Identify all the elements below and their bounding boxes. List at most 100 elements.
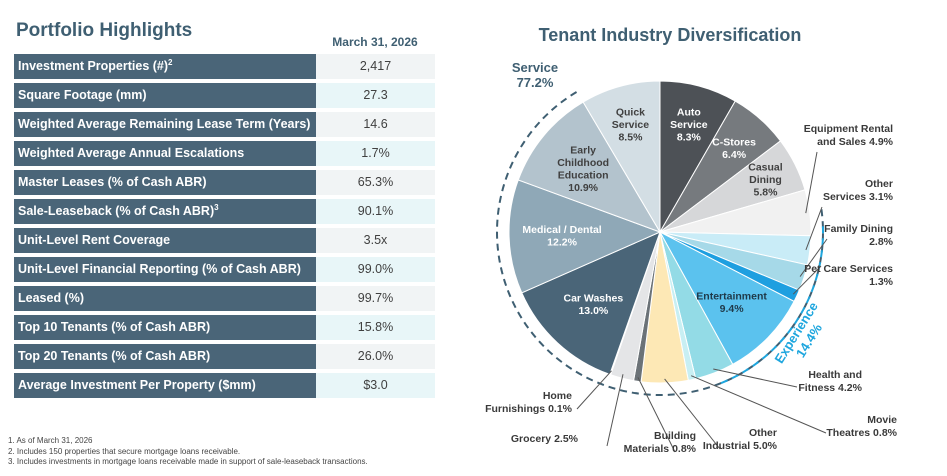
slice-label-line: Quick [616, 106, 645, 118]
footnotes: 1. As of March 31, 2026 2. Includes 150 … [8, 436, 368, 468]
row-value: 15.8% [316, 315, 435, 340]
slice-label-line: Car Washes [564, 293, 624, 305]
row-value: 2,417 [316, 54, 435, 79]
portfolio-table: Investment Properties (#)2 2,417 Square Fo… [14, 54, 435, 402]
leader-line [805, 151, 818, 214]
row-value: $3.0 [316, 373, 435, 398]
slice-label-line: 8.3% [677, 131, 702, 143]
table-row: Average Investment Per Property ($mm) $3.… [14, 373, 435, 398]
row-label-text: Sale-Leaseback (% of Cash ABR) [18, 204, 215, 218]
slice-label: Car Washes 13.0% [564, 293, 624, 318]
leader-line [792, 265, 822, 295]
outside-slice-label-line: Home [543, 390, 572, 402]
row-label-text: Weighted Average Remaining Lease Term (Y… [18, 117, 311, 131]
portfolio-title: Portfolio Highlights [16, 20, 193, 41]
row-value: 27.3 [316, 83, 435, 108]
outside-slice-label: Health and Fitness 4.2% [798, 369, 862, 394]
leader-line [637, 377, 676, 453]
pie-slice [658, 230, 795, 366]
row-label-text: Investment Properties (#) [18, 59, 169, 73]
row-label-text: Unit-Level Financial Reporting (% of Cas… [18, 262, 301, 276]
slice-label-line: 6.4% [722, 149, 747, 161]
slice-label-line: Education [558, 169, 609, 181]
slice-label-line: Dining [749, 174, 782, 186]
row-value: 1.7% [316, 141, 435, 166]
outside-slice-label: Home Furnishings 0.1% [485, 390, 573, 415]
outside-slice-label: Grocery 2.5% [511, 433, 579, 445]
outside-slice-label-line: and Sales 4.9% [817, 136, 894, 148]
slice-label-line: 13.0% [578, 305, 608, 317]
row-label: Weighted Average Remaining Lease Term (Y… [14, 112, 318, 137]
row-value: 90.1% [316, 199, 435, 224]
slice-label: Quick Service 8.5% [612, 106, 650, 143]
pie-slice [521, 231, 661, 376]
service-group-ring [496, 89, 824, 396]
chart-title: Tenant Industry Diversification [538, 25, 802, 45]
pie-slice [582, 80, 661, 234]
row-label-text: Master Leases (% of Cash ABR) [18, 175, 207, 189]
slice-label-line: Early [570, 144, 596, 156]
table-row: Leased (%) 99.7% [14, 286, 435, 311]
row-label-text: Unit-Level Rent Coverage [18, 233, 171, 247]
outside-slice-label-line: Equipment Rental [804, 123, 893, 135]
slice-label-line: Childhood [557, 157, 609, 169]
outside-slice-label-line: Materials 0.8% [624, 443, 697, 455]
leader-line [713, 368, 798, 388]
row-value: 26.0% [316, 344, 435, 369]
footnote: 3. Includes investments in mortgage loan… [8, 457, 368, 466]
table-row: Top 10 Tenants (% of Cash ABR) 15.8% [14, 315, 435, 340]
footnote-marker: 2 [168, 57, 173, 67]
slice-label-line: 5.8% [754, 187, 779, 199]
slice-label-line: Medical / Dental [522, 224, 601, 236]
row-label: Square Footage (mm) [14, 83, 318, 108]
row-label: Master Leases (% of Cash ABR) [14, 170, 318, 195]
outside-slice-label-line: Other [749, 427, 777, 439]
service-group-label-line: 77.2% [517, 75, 554, 90]
outside-slice-label: Movie Theatres 0.8% [826, 414, 897, 439]
leader-line [799, 238, 828, 277]
leader-line [690, 375, 827, 434]
table-row: Weighted Average Remaining Lease Term (Y… [14, 112, 435, 137]
pie-slice [508, 179, 662, 294]
slice-label: Early Childhood Education 10.9% [557, 144, 609, 194]
row-value: 65.3% [316, 170, 435, 195]
leader-line [664, 378, 721, 450]
outside-slice-label-line: Other [865, 178, 893, 190]
slice-label: Auto Service 8.3% [670, 106, 708, 143]
outside-slice-label-line: Fitness 4.2% [798, 382, 862, 394]
service-group-label-line: Service [512, 60, 558, 75]
table-row: Weighted Average Annual Escalations 1.7% [14, 141, 435, 166]
slice-label: Medical / Dental 12.2% [522, 224, 601, 249]
slice-label: Casual Dining 5.8% [748, 162, 783, 199]
outside-slice-label-line: Furnishings 0.1% [485, 403, 573, 415]
row-label-text: Weighted Average Annual Escalations [18, 146, 245, 160]
slice-label-line: Service [612, 119, 650, 131]
slice-label-line: Entertainment [696, 291, 767, 303]
table-row: Master Leases (% of Cash ABR) 65.3% [14, 170, 435, 195]
outside-slice-label: Building Materials 0.8% [624, 430, 697, 455]
footnote: 1. As of March 31, 2026 [8, 436, 93, 445]
slice-label-line: 8.5% [618, 131, 643, 143]
leader-line [576, 370, 612, 410]
slice-label: C-Stores 6.4% [712, 137, 756, 162]
outside-slice-label: Equipment Rental and Sales 4.9% [804, 123, 894, 148]
row-value: 99.7% [316, 286, 435, 311]
outside-slice-label-line: Health and [808, 369, 862, 381]
leader-line [805, 206, 823, 251]
outside-slice-label-line: Movie [867, 414, 897, 426]
outside-slice-label-line: Industrial 5.0% [703, 440, 778, 452]
row-label-text: Square Footage (mm) [18, 88, 147, 102]
row-value: 3.5x [316, 228, 435, 253]
row-value: 14.6 [316, 112, 435, 137]
outside-slice-label: Pet Care Services 1.3% [804, 263, 893, 288]
table-row: Unit-Level Financial Reporting (% of Cas… [14, 257, 435, 282]
row-label: Investment Properties (#)2 [14, 54, 318, 79]
row-label: Weighted Average Annual Escalations [14, 141, 318, 166]
row-label-text: Average Investment Per Property ($mm) [18, 378, 256, 392]
table-row: Investment Properties (#)2 2,417 [14, 54, 435, 79]
row-label: Sale-Leaseback (% of Cash ABR)3 [14, 199, 318, 224]
row-label: Leased (%) [14, 286, 318, 311]
table-row: Square Footage (mm) 27.3 [14, 83, 435, 108]
row-label: Unit-Level Financial Reporting (% of Cas… [14, 257, 318, 282]
